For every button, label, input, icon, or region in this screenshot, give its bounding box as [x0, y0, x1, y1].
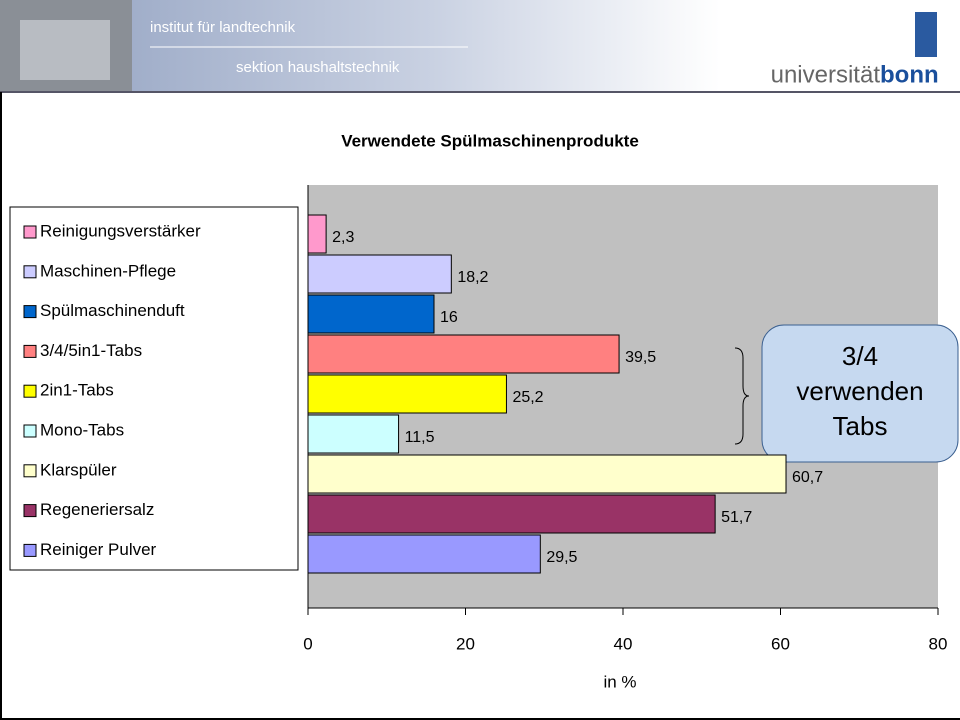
section: sektion haushaltstechnik: [236, 59, 400, 76]
legend-swatch: [23, 225, 37, 239]
data-label: 18,2: [457, 269, 488, 286]
callout-text: Tabs: [833, 411, 888, 441]
bar: [307, 294, 435, 334]
legend-swatch: [23, 305, 37, 319]
legend-swatch: [23, 504, 37, 518]
x-tick-label: 60: [771, 634, 790, 653]
logo-emblem: [915, 12, 937, 57]
legend-swatch: [23, 464, 37, 478]
legend-label: 2in1-Tabs: [40, 381, 114, 400]
legend-swatch: [23, 543, 37, 557]
data-label: 16: [440, 309, 458, 326]
bar: [307, 214, 327, 254]
bar: [307, 374, 507, 414]
data-label: 60,7: [792, 469, 823, 486]
x-tick-label: 80: [929, 634, 948, 653]
brace: [734, 347, 750, 445]
x-tick-label: 40: [614, 634, 633, 653]
data-label: 11,5: [405, 429, 435, 446]
x-axis-label: in %: [603, 672, 636, 691]
legend-label: Klarspüler: [40, 460, 117, 479]
legend-swatch: [23, 424, 37, 438]
institute: institut für landtechnik: [150, 19, 296, 36]
legend-label: Reinigungsverstärker: [40, 221, 201, 240]
legend-label: Spülmaschinenduft: [40, 301, 185, 320]
legend-label: Reiniger Pulver: [40, 540, 157, 559]
bar: [307, 494, 716, 534]
header-band: [0, 0, 960, 92]
legend-label: Regeneriersalz: [40, 500, 154, 519]
chart-title: Verwendete Spülmaschinenprodukte: [341, 131, 639, 150]
bar: [307, 454, 787, 494]
bar: [307, 254, 452, 294]
callout: [761, 324, 959, 463]
callout-text: 3/4: [842, 341, 878, 371]
callout-text: verwenden: [796, 376, 923, 406]
data-label: 39,5: [625, 349, 656, 366]
legend-swatch: [23, 384, 37, 398]
legend-swatch: [23, 344, 37, 358]
legend-label: 3/4/5in1-Tabs: [40, 341, 142, 360]
legend-label: Maschinen-Pflege: [40, 261, 176, 280]
data-label: 25,2: [512, 389, 543, 406]
legend-swatch: [23, 265, 37, 279]
header-photo-building: [20, 20, 110, 80]
logo-text-bold: bonn: [880, 61, 939, 88]
data-label: 2,3: [332, 229, 354, 246]
legend-label: Mono-Tabs: [40, 420, 124, 439]
logo-text: universität: [771, 61, 881, 88]
x-tick-label: 20: [456, 634, 475, 653]
data-label: 29,5: [546, 549, 577, 566]
x-tick-label: 0: [303, 634, 312, 653]
legend: [9, 206, 299, 571]
data-label: 51,7: [721, 509, 752, 526]
bar: [307, 534, 541, 574]
bar: [307, 334, 620, 374]
bar: [307, 414, 400, 454]
